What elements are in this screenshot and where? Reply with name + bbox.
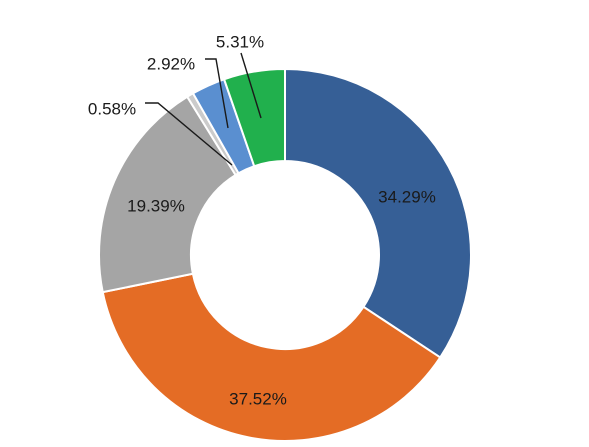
slice-labels: 34.29% 37.52% 19.39% 0.58% 2.92% 5.31% bbox=[88, 33, 436, 409]
slice-label-5: 2.92% bbox=[147, 55, 195, 74]
slice-label-1: 34.29% bbox=[378, 188, 436, 207]
leader-lines bbox=[145, 52, 262, 166]
donut-slice-6 bbox=[222, 67, 286, 168]
leader-line-6 bbox=[240, 52, 262, 119]
donut-slice-2 bbox=[101, 272, 442, 442]
slice-label-2: 37.52% bbox=[229, 390, 287, 409]
slice-label-3: 19.39% bbox=[127, 197, 185, 216]
slice-label-6: 5.31% bbox=[216, 33, 264, 52]
slice-label-4: 0.58% bbox=[88, 100, 136, 119]
donut-slices bbox=[98, 67, 472, 442]
donut-slice-1 bbox=[284, 67, 472, 359]
donut-slice-3 bbox=[98, 95, 237, 294]
leader-line-4 bbox=[145, 102, 233, 166]
leader-line-5 bbox=[205, 58, 229, 129]
